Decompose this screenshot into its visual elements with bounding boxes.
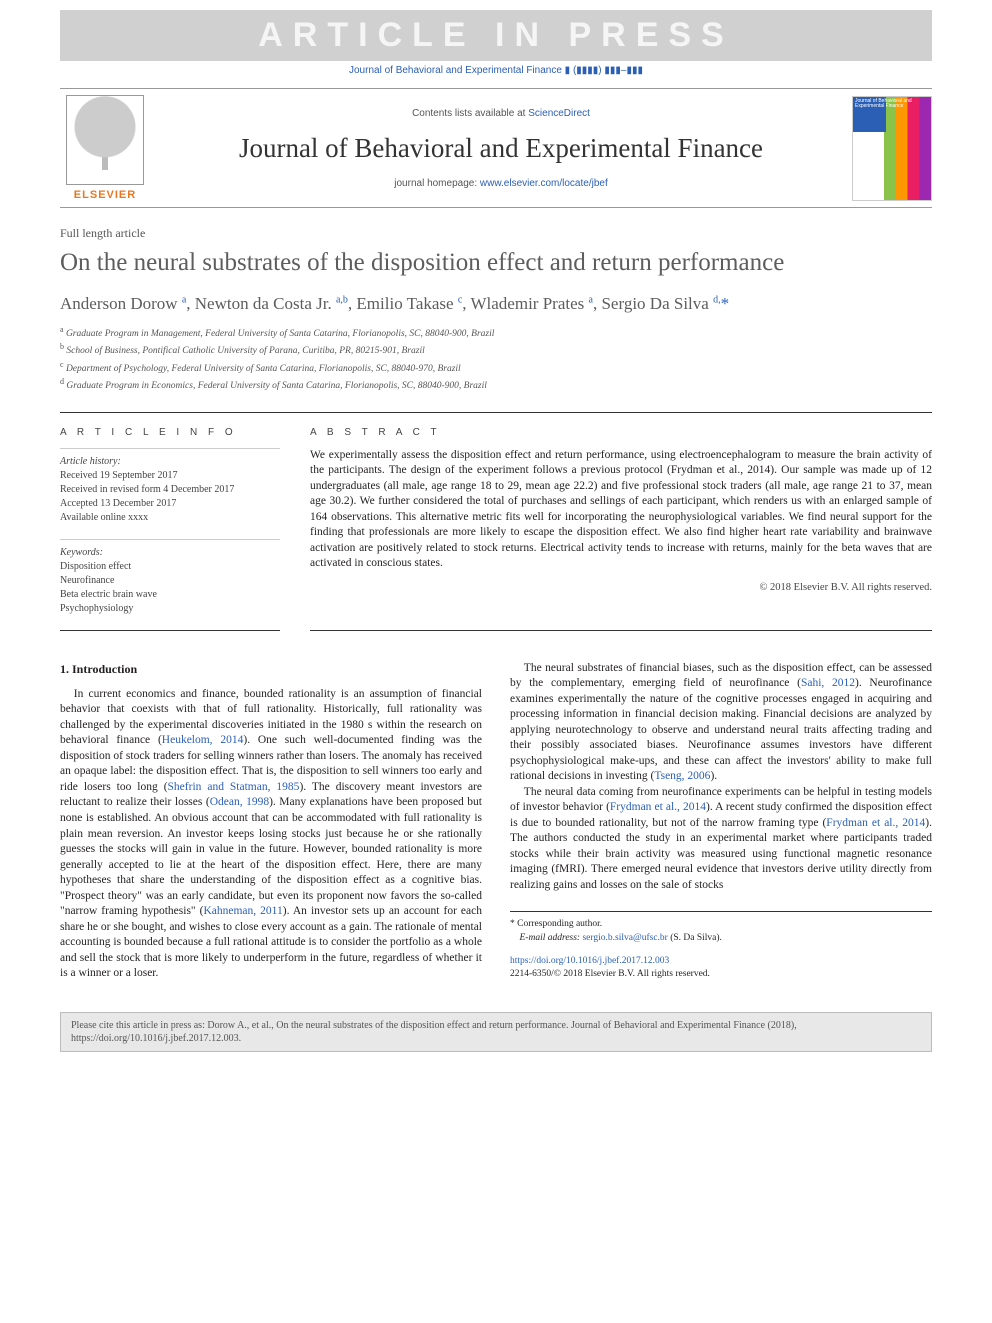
corresponding-author-footnote: * Corresponding author. E-mail address: … xyxy=(510,911,932,945)
keyword-item: Psychophysiology xyxy=(60,602,280,616)
doi-block: https://doi.org/10.1016/j.jbef.2017.12.0… xyxy=(510,955,932,981)
keywords-block: Keywords: Disposition effectNeurofinance… xyxy=(60,539,280,616)
article-info-sidebar: A R T I C L E I N F O Article history: R… xyxy=(60,427,280,631)
affiliation-line: a Graduate Program in Management, Federa… xyxy=(60,324,932,341)
body-paragraph: In current economics and finance, bounde… xyxy=(60,687,482,982)
history-line: Accepted 13 December 2017 xyxy=(60,497,280,511)
article-info-heading: A R T I C L E I N F O xyxy=(60,427,280,438)
sciencedirect-link[interactable]: ScienceDirect xyxy=(528,108,590,119)
body-paragraph: The neural substrates of financial biase… xyxy=(510,661,932,785)
article-type: Full length article xyxy=(60,226,932,241)
in-press-watermark: ARTICLE IN PRESS xyxy=(60,10,932,61)
cover-text: Journal of Behavioral and Experimental F… xyxy=(855,99,931,110)
abstract-text: We experimentally assess the disposition… xyxy=(310,448,932,572)
keyword-item: Beta electric brain wave xyxy=(60,588,280,602)
masthead: ELSEVIER Contents lists available at Sci… xyxy=(60,88,932,208)
abstract-heading: A B S T R A C T xyxy=(310,427,932,438)
masthead-center: Contents lists available at ScienceDirec… xyxy=(150,100,852,197)
history-label: Article history: xyxy=(60,455,280,469)
journal-cover-thumbnail: Journal of Behavioral and Experimental F… xyxy=(852,96,932,201)
affiliation-line: c Department of Psychology, Federal Univ… xyxy=(60,359,932,376)
publisher-block: ELSEVIER xyxy=(60,95,150,201)
corresponding-email-link[interactable]: sergio.b.silva@ufsc.br xyxy=(582,933,667,943)
elsevier-tree-icon xyxy=(66,95,144,185)
body-paragraph: The neural data coming from neurofinance… xyxy=(510,785,932,894)
keyword-item: Disposition effect xyxy=(60,560,280,574)
affiliations: a Graduate Program in Management, Federa… xyxy=(60,324,932,394)
abstract-block: A B S T R A C T We experimentally assess… xyxy=(310,427,932,631)
affiliation-line: b School of Business, Pontifical Catholi… xyxy=(60,341,932,358)
homepage-link[interactable]: www.elsevier.com/locate/jbef xyxy=(480,178,608,189)
footnote-star: * Corresponding author. xyxy=(510,918,932,931)
email-suffix: (S. Da Silva). xyxy=(670,933,722,943)
email-label: E-mail address: xyxy=(520,933,581,943)
issn-copyright: 2214-6350/© 2018 Elsevier B.V. All right… xyxy=(510,968,932,981)
contents-prefix: Contents lists available at xyxy=(412,108,528,119)
homepage-prefix: journal homepage: xyxy=(394,178,480,189)
article-history: Article history: Received 19 September 2… xyxy=(60,448,280,525)
homepage-line: journal homepage: www.elsevier.com/locat… xyxy=(160,178,842,189)
author-list: Anderson Dorow a, Newton da Costa Jr. a,… xyxy=(60,292,932,316)
journal-reference: Journal of Behavioral and Experimental F… xyxy=(0,65,992,76)
footnote-email: E-mail address: sergio.b.silva@ufsc.br (… xyxy=(510,932,932,945)
history-line: Available online xxxx xyxy=(60,511,280,525)
history-line: Received 19 September 2017 xyxy=(60,469,280,483)
citation-footer: Please cite this article in press as: Do… xyxy=(60,1012,932,1052)
copyright-line: © 2018 Elsevier B.V. All rights reserved… xyxy=(310,582,932,593)
publisher-name: ELSEVIER xyxy=(74,189,136,201)
article-title: On the neural substrates of the disposit… xyxy=(60,247,932,278)
affiliation-line: d Graduate Program in Economics, Federal… xyxy=(60,376,932,393)
keyword-item: Neurofinance xyxy=(60,574,280,588)
journal-title: Journal of Behavioral and Experimental F… xyxy=(160,133,842,164)
history-line: Received in revised form 4 December 2017 xyxy=(60,483,280,497)
section-heading-intro: 1. Introduction xyxy=(60,661,482,677)
body-columns: 1. Introduction In current economics and… xyxy=(60,661,932,982)
keywords-label: Keywords: xyxy=(60,546,280,560)
contents-available-line: Contents lists available at ScienceDirec… xyxy=(160,108,842,119)
doi-link[interactable]: https://doi.org/10.1016/j.jbef.2017.12.0… xyxy=(510,956,669,966)
